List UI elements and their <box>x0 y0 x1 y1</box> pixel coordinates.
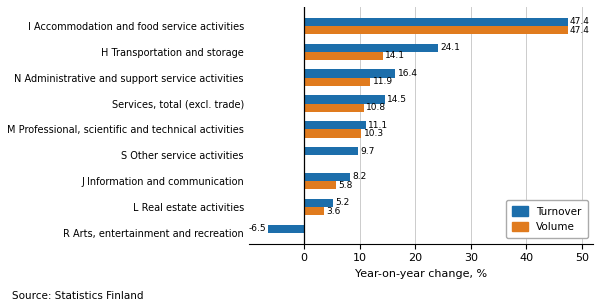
Text: 11.9: 11.9 <box>373 77 392 86</box>
Bar <box>268 225 304 233</box>
Bar <box>304 104 364 112</box>
Text: 3.6: 3.6 <box>326 207 341 216</box>
Text: 14.5: 14.5 <box>387 95 407 104</box>
Bar <box>304 52 383 60</box>
Legend: Turnover, Volume: Turnover, Volume <box>506 200 588 238</box>
Bar <box>304 69 395 78</box>
X-axis label: Year-on-year change, %: Year-on-year change, % <box>355 269 487 279</box>
Text: -6.5: -6.5 <box>248 224 266 233</box>
Text: 16.4: 16.4 <box>398 69 418 78</box>
Text: 11.1: 11.1 <box>368 121 388 130</box>
Text: 14.1: 14.1 <box>385 51 405 60</box>
Bar <box>304 181 337 189</box>
Text: 10.8: 10.8 <box>367 103 386 112</box>
Bar <box>304 147 358 155</box>
Text: 9.7: 9.7 <box>361 147 374 156</box>
Bar <box>304 78 370 86</box>
Text: 47.4: 47.4 <box>570 17 590 26</box>
Bar <box>304 130 361 138</box>
Text: 47.4: 47.4 <box>570 26 590 35</box>
Bar <box>304 43 438 52</box>
Bar <box>304 18 568 26</box>
Bar <box>304 199 333 207</box>
Bar <box>304 207 324 215</box>
Text: Source: Statistics Finland: Source: Statistics Finland <box>12 291 143 301</box>
Text: 5.8: 5.8 <box>338 181 353 190</box>
Bar <box>304 26 568 34</box>
Text: 10.3: 10.3 <box>364 129 384 138</box>
Bar <box>304 121 366 130</box>
Bar <box>304 95 385 104</box>
Text: 5.2: 5.2 <box>335 198 350 207</box>
Text: 24.1: 24.1 <box>440 43 460 52</box>
Text: 8.2: 8.2 <box>352 172 366 181</box>
Bar <box>304 173 350 181</box>
